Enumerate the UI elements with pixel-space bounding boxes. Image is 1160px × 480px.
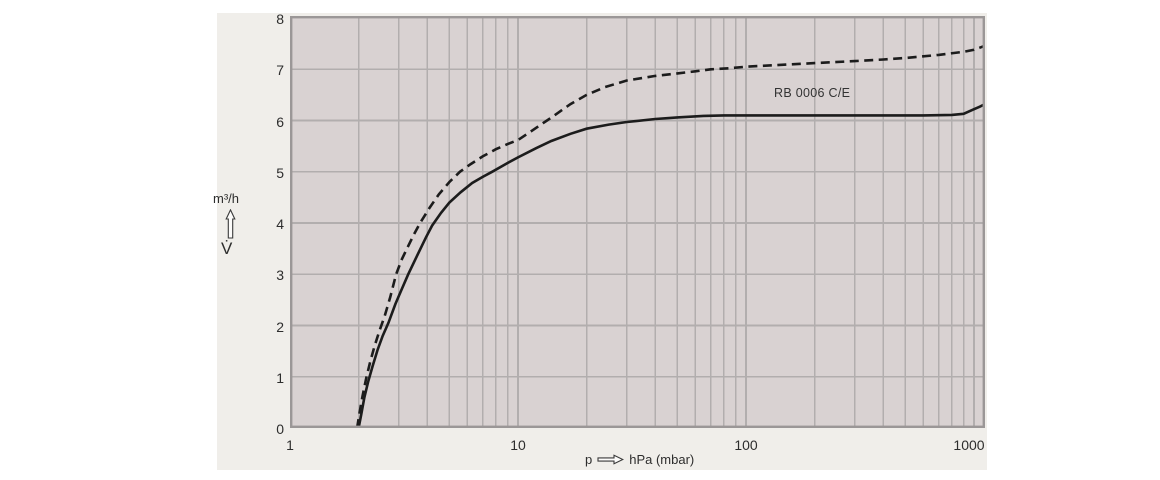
- y-tick-label: 4: [276, 216, 284, 232]
- y-tick-label: 8: [276, 11, 284, 27]
- y-tick-label: 6: [276, 113, 284, 130]
- right-arrow-icon: [597, 454, 625, 465]
- y-tick-label: 7: [276, 62, 284, 79]
- y-tick-label: 3: [276, 267, 284, 284]
- x-tick-label: 10: [510, 437, 526, 453]
- y-axis-unit: m³/h: [213, 191, 239, 206]
- y-tick-label: 2: [276, 318, 284, 335]
- x-tick-label: 100: [734, 437, 758, 453]
- plot-area: [290, 16, 985, 428]
- up-arrow-icon: [224, 208, 237, 244]
- x-axis-unit: hPa (mbar): [629, 452, 695, 467]
- curve-solid: [357, 102, 985, 428]
- grid-and-curves-svg: [290, 16, 985, 428]
- x-axis-symbol: p: [585, 452, 593, 467]
- x-axis-label: p hPa (mbar): [585, 452, 694, 467]
- x-tick-label: 1: [286, 437, 294, 453]
- y-axis-quantity-symbol: V̇: [221, 239, 233, 258]
- y-tick-label: 1: [276, 369, 284, 386]
- curve-dashed: [355, 44, 985, 428]
- y-tick-label: 5: [276, 164, 284, 181]
- y-tick-label: 0: [276, 421, 284, 437]
- curve-label: RB 0006 C/E: [774, 86, 851, 100]
- x-tick-label: 1000: [953, 437, 985, 453]
